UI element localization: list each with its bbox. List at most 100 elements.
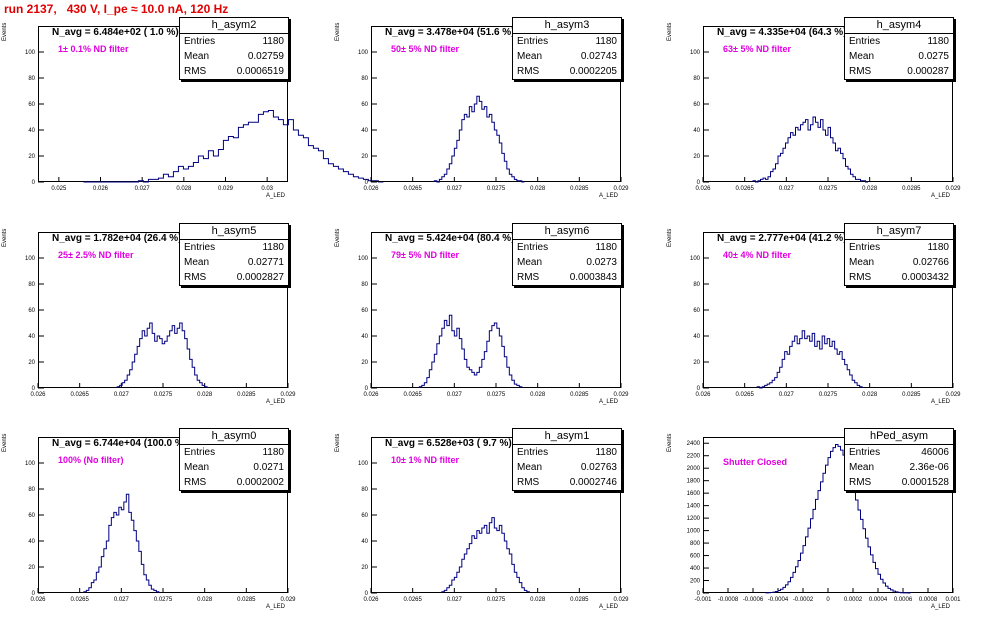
y-tick-label: 600 — [690, 554, 701, 560]
y-tick-label: 0 — [697, 591, 701, 597]
y-tick-label: 0 — [365, 180, 369, 186]
x-tick-label: 0.0275 — [154, 392, 173, 398]
x-tick-label: 0.029 — [945, 186, 961, 192]
stats-title: hPed_asym — [845, 429, 953, 445]
x-tick-label: 0.025 — [51, 186, 67, 192]
stats-row: Mean 2.36e-06 — [845, 460, 953, 475]
stats-row: Entries 1180 — [180, 240, 288, 255]
y-tick-label: 20 — [361, 154, 368, 160]
x-tick-label: 0.028 — [530, 392, 546, 398]
stats-value: 0.0002827 — [236, 272, 284, 283]
stats-row: Entries 1180 — [513, 240, 621, 255]
y-tick-label: 100 — [25, 461, 36, 467]
x-tick-label: 0.026 — [30, 392, 46, 398]
y-tick-label: 20 — [28, 360, 35, 366]
stats-key: Mean — [849, 462, 875, 473]
histogram-series — [441, 517, 530, 593]
stats-key: Entries — [517, 36, 549, 47]
x-tick-label: 0.026 — [93, 186, 109, 192]
stats-box: h_asym2 Entries 1180 Mean 0.02759 RMS 0.000651… — [179, 17, 289, 80]
x-tick-label: 0.029 — [280, 392, 296, 398]
stats-key: RMS — [517, 477, 540, 488]
x-tick-label: 0.0004 — [869, 597, 888, 603]
stats-key: Entries — [849, 447, 881, 458]
histogram-series — [433, 95, 525, 183]
y-tick-label: 0 — [32, 591, 36, 597]
x-tick-label: 0.0285 — [237, 597, 256, 603]
x-tick-label: 0.026 — [363, 597, 379, 603]
x-tick-label: 0.027 — [447, 186, 463, 192]
stats-key: Mean — [517, 257, 543, 268]
x-tick-label: 0.026 — [30, 597, 46, 603]
x-axis-label: A_LED — [599, 399, 619, 405]
y-tick-label: 100 — [25, 256, 36, 262]
x-tick-label: 0.0285 — [902, 186, 921, 192]
stats-row: Entries 1180 — [513, 34, 621, 49]
navg-label: N_avg = 3.478e+04 (51.6 %) — [385, 27, 515, 38]
x-axis-label: A_LED — [266, 399, 286, 405]
y-tick-label: 20 — [693, 154, 700, 160]
stats-key: Mean — [517, 462, 543, 473]
y-tick-label: 40 — [693, 334, 700, 340]
x-tick-label: -0.0006 — [743, 597, 764, 603]
x-tick-label: 0.027 — [114, 392, 130, 398]
x-tick-label: 0.001 — [945, 597, 961, 603]
y-tick-label: 40 — [361, 128, 368, 134]
stats-value: 0.0275 — [918, 51, 949, 62]
y-tick-label: 20 — [28, 565, 35, 571]
histogram-panel: 0 20 40 60 80 100 0.026 0.0265 0.027 0.0275 0.028 0… — [335, 17, 629, 199]
stats-row: Mean 0.0271 — [180, 460, 288, 475]
x-tick-label: 0.0275 — [487, 186, 506, 192]
y-axis-label: Events — [335, 228, 341, 247]
stats-value: 46006 — [921, 447, 949, 458]
filter-label: 25± 2.5% ND filter — [58, 250, 134, 260]
stats-row: RMS 0.000287 — [845, 64, 953, 79]
stats-row: Entries 46006 — [845, 445, 953, 460]
stats-row: Entries 1180 — [180, 34, 288, 49]
stats-key: RMS — [184, 477, 207, 488]
filter-label: Shutter Closed — [723, 457, 788, 467]
run-header: run 2137, 430 V, I_pe ≈ 10.0 nA, 120 Hz — [4, 2, 229, 16]
x-tick-label: 0.029 — [613, 186, 629, 192]
stats-key: RMS — [184, 272, 207, 283]
navg-label: N_avg = 6.744e+04 (100.0 %) — [52, 438, 188, 449]
filter-label: 79± 5% ND filter — [391, 250, 459, 260]
stats-row: RMS 0.0002746 — [513, 475, 621, 490]
stats-value: 0.02743 — [580, 51, 617, 62]
stats-value: 1180 — [262, 36, 284, 47]
stats-value: 0.0001528 — [901, 477, 949, 488]
x-tick-label: 0.027 — [779, 186, 795, 192]
x-axis-label: A_LED — [931, 399, 951, 405]
x-tick-label: 0.027 — [114, 597, 130, 603]
stats-key: RMS — [849, 477, 872, 488]
x-tick-label: 0.028 — [197, 392, 213, 398]
histogram-panel: 0 20 40 60 80 100 0.026 0.0265 0.027 0.0275 0.028 0… — [335, 428, 629, 610]
stats-key: Entries — [849, 36, 881, 47]
y-tick-label: 80 — [361, 282, 368, 288]
stats-title: h_asym5 — [180, 224, 288, 240]
histogram-panel: 0 20 40 60 80 100 0.026 0.0265 0.027 0.0275 0.028 0… — [2, 223, 296, 405]
navg-label: N_avg = 1.782e+04 (26.4 %) — [52, 233, 182, 244]
histogram-series — [83, 110, 384, 183]
stats-value: 0.02771 — [247, 257, 284, 268]
stats-key: Entries — [184, 36, 216, 47]
y-axis-label: Events — [335, 22, 341, 41]
stats-box: h_asym4 Entries 1180 Mean 0.0275 RMS 0.000287 — [844, 17, 954, 80]
y-tick-label: 60 — [361, 513, 368, 519]
x-tick-label: 0.0275 — [487, 597, 506, 603]
stats-row: RMS 0.0002002 — [180, 475, 288, 490]
stats-value: 0.0002002 — [236, 477, 284, 488]
x-tick-label: 0.026 — [695, 186, 711, 192]
x-axis-label: A_LED — [266, 604, 286, 610]
stats-box: h_asym6 Entries 1180 Mean 0.0273 RMS 0.0003843 — [512, 223, 622, 286]
y-tick-label: 40 — [28, 334, 35, 340]
filter-label: 40± 4% ND filter — [723, 250, 791, 260]
x-tick-label: 0.0285 — [237, 392, 256, 398]
stats-row: Mean 0.02766 — [845, 255, 953, 270]
navg-label: N_avg = 6.528e+03 ( 9.7 %) — [385, 438, 512, 449]
x-tick-label: 0.0002 — [844, 597, 863, 603]
y-tick-label: 0 — [365, 386, 369, 392]
y-tick-label: 1800 — [687, 479, 701, 485]
stats-value: 0.0273 — [586, 257, 617, 268]
